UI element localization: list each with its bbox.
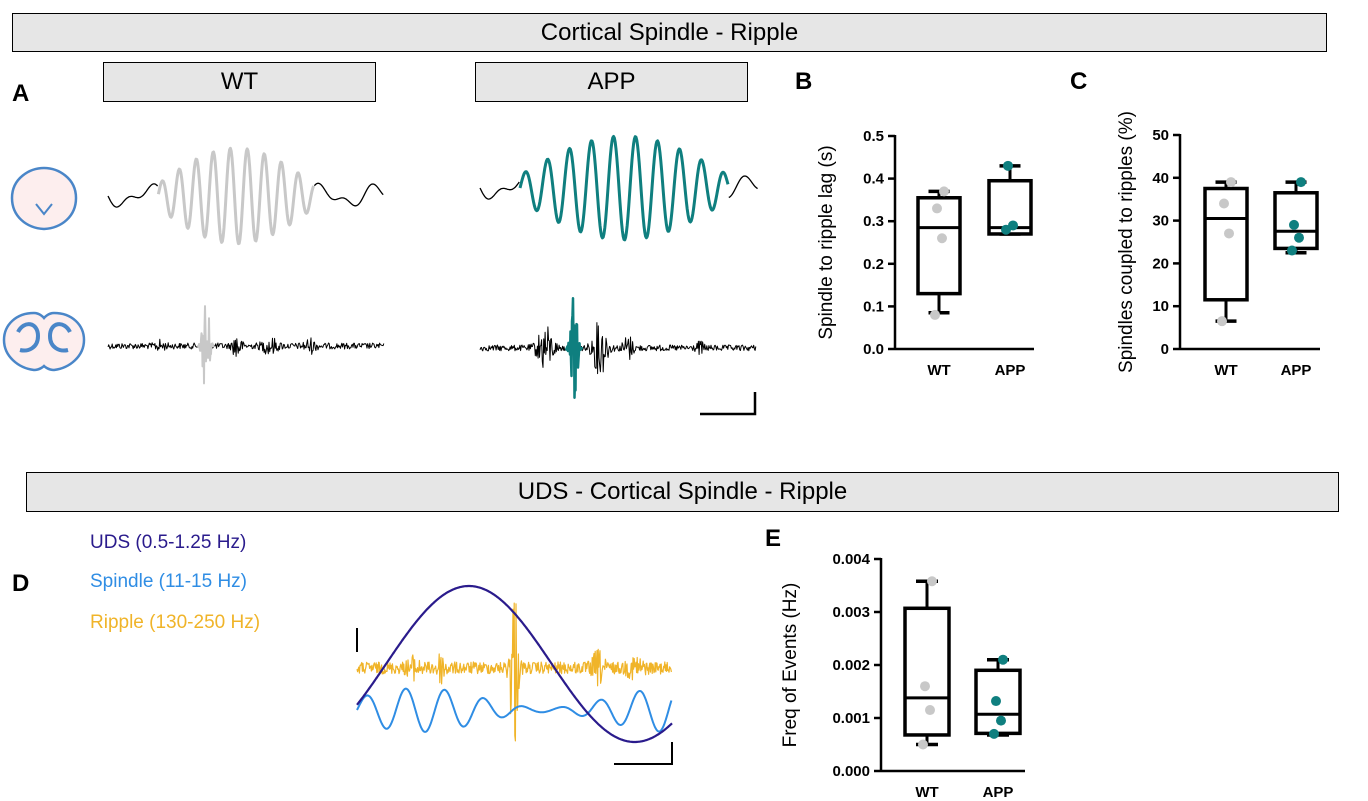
chart-e-y-tick-label: 0.000 — [832, 763, 870, 780]
top-banner: Cortical Spindle - Ripple — [12, 13, 1327, 52]
chart-e-wt-box — [903, 606, 951, 737]
cortex-brain-icon — [10, 166, 78, 231]
wt-cortical-trace-baseline-pre — [107, 183, 159, 208]
panel-a-letter: A — [12, 80, 30, 107]
app-cortical-trace-spindle — [518, 135, 730, 242]
chart-e-y-tick-label: 0.004 — [832, 551, 870, 568]
chart-b: 0.0 0.1 0.2 0.3 0.4 0.5 Spindle to ripple lag … — [816, 128, 1034, 379]
panel-d-letter: D — [12, 570, 30, 597]
chart-b-y-tick-label: 0.4 — [863, 171, 885, 188]
chart-c-app-data-point — [1289, 219, 1299, 230]
panel-a-scale-bar — [700, 392, 757, 416]
panel-c-letter: C — [1070, 68, 1088, 95]
chart-c-y-tick-label: 50 — [1152, 127, 1169, 144]
chart-e-y-tick-label: 0.003 — [832, 604, 870, 621]
wt-hippocampal-trace — [107, 337, 385, 357]
chart-e-y-axis-label: Freq of Events (Hz) — [780, 583, 801, 748]
panel-e-letter: E — [765, 525, 782, 552]
legend-uds: UDS (0.5-1.25 Hz) — [90, 532, 247, 553]
wt-ripple-burst — [197, 305, 215, 385]
chart-c-y-tick-label: 10 — [1152, 298, 1169, 315]
chart-c-y-tick-label: 40 — [1152, 170, 1169, 187]
chart-e-wt-data-point — [927, 576, 937, 587]
chart-c-wt-data-point — [1226, 177, 1236, 188]
chart-b-app-x-tick-label: APP — [995, 362, 1026, 379]
chart-c-app-data-point — [1294, 232, 1304, 243]
chart-b-wt-data-point — [930, 309, 940, 320]
chart-e-wt-data-point — [920, 681, 930, 692]
hippocampus-brain-icon — [2, 311, 86, 372]
chart-c: 0 10 20 30 40 50 Spindles coupled to ripples (… — [1116, 111, 1320, 379]
chart-c-wt-data-point — [1224, 228, 1234, 239]
chart-c-y-tick-label: 0 — [1161, 341, 1169, 358]
panel-b-letter: B — [795, 68, 813, 95]
chart-b-app-box — [987, 178, 1033, 236]
chart-b-wt-box — [916, 196, 962, 296]
app-cortical-trace-baseline-pre — [479, 181, 520, 200]
chart-c-y-tick-label: 20 — [1152, 255, 1169, 272]
wt-label: WT — [103, 62, 376, 102]
chart-e-y-tick-label: 0.001 — [832, 710, 870, 727]
uds-band-trace — [356, 584, 673, 744]
chart-b-y-tick-label: 0.1 — [863, 298, 884, 315]
panel-d-scale-bar — [614, 742, 673, 765]
chart-c-wt-x-tick-label: WT — [1214, 362, 1237, 379]
app-ripple-burst — [564, 296, 584, 399]
chart-e-app-data-point — [998, 654, 1008, 665]
panel-d-traces — [356, 584, 673, 765]
wt-cortical-trace-spindle — [156, 146, 316, 246]
chart-c-app-data-point — [1287, 245, 1297, 256]
chart-e-app-data-point — [991, 696, 1001, 707]
chart-c-y-tick-label: 30 — [1152, 213, 1169, 230]
app-hippocampal-trace — [479, 322, 757, 375]
ripple-band-trace — [356, 602, 672, 742]
chart-b-wt-data-point — [937, 233, 947, 244]
legend-spindle: Spindle (11-15 Hz) — [90, 571, 248, 592]
chart-e-app-x-tick-label: APP — [983, 784, 1014, 801]
legend-ripple: Ripple (130-250 Hz) — [90, 612, 261, 633]
chart-b-wt-data-point — [932, 203, 942, 214]
chart-b-wt-x-tick-label: WT — [927, 362, 950, 379]
chart-b-y-tick-label: 0.5 — [863, 128, 884, 145]
chart-c-app-x-tick-label: APP — [1281, 362, 1312, 379]
chart-b-y-tick-label: 0.3 — [863, 213, 884, 230]
chart-e-wt-data-point — [925, 705, 935, 716]
bottom-banner: UDS - Cortical Spindle - Ripple — [26, 472, 1339, 512]
chart-e-wt-x-tick-label: WT — [915, 784, 938, 801]
app-label: APP — [475, 62, 748, 102]
wt-cortical-trace-baseline-post — [313, 182, 384, 207]
chart-e-app-data-point — [996, 715, 1006, 726]
chart-b-y-tick-label: 0.2 — [863, 256, 884, 273]
chart-b-y-tick-label: 0.0 — [863, 341, 884, 358]
app-cortical-trace-baseline-post — [728, 175, 758, 199]
chart-e-wt-data-point — [918, 739, 928, 750]
chart-e-app-data-point — [989, 728, 999, 739]
panel-a-traces — [107, 135, 758, 416]
chart-e: 0.000 0.001 0.002 0.003 0.004 Freq of Events … — [780, 551, 1025, 801]
chart-c-y-axis-label: Spindles coupled to ripples (%) — [1116, 111, 1137, 373]
chart-c-app-data-point — [1296, 177, 1306, 188]
chart-b-wt-data-point — [939, 186, 949, 197]
spindle-band-trace — [356, 687, 673, 733]
chart-c-wt-data-point — [1217, 316, 1227, 327]
chart-c-wt-data-point — [1219, 198, 1229, 209]
chart-b-y-axis-label: Spindle to ripple lag (s) — [816, 145, 837, 339]
chart-b-app-data-point — [1008, 220, 1018, 231]
chart-b-app-data-point — [1003, 160, 1013, 171]
chart-e-y-tick-label: 0.002 — [832, 657, 870, 674]
